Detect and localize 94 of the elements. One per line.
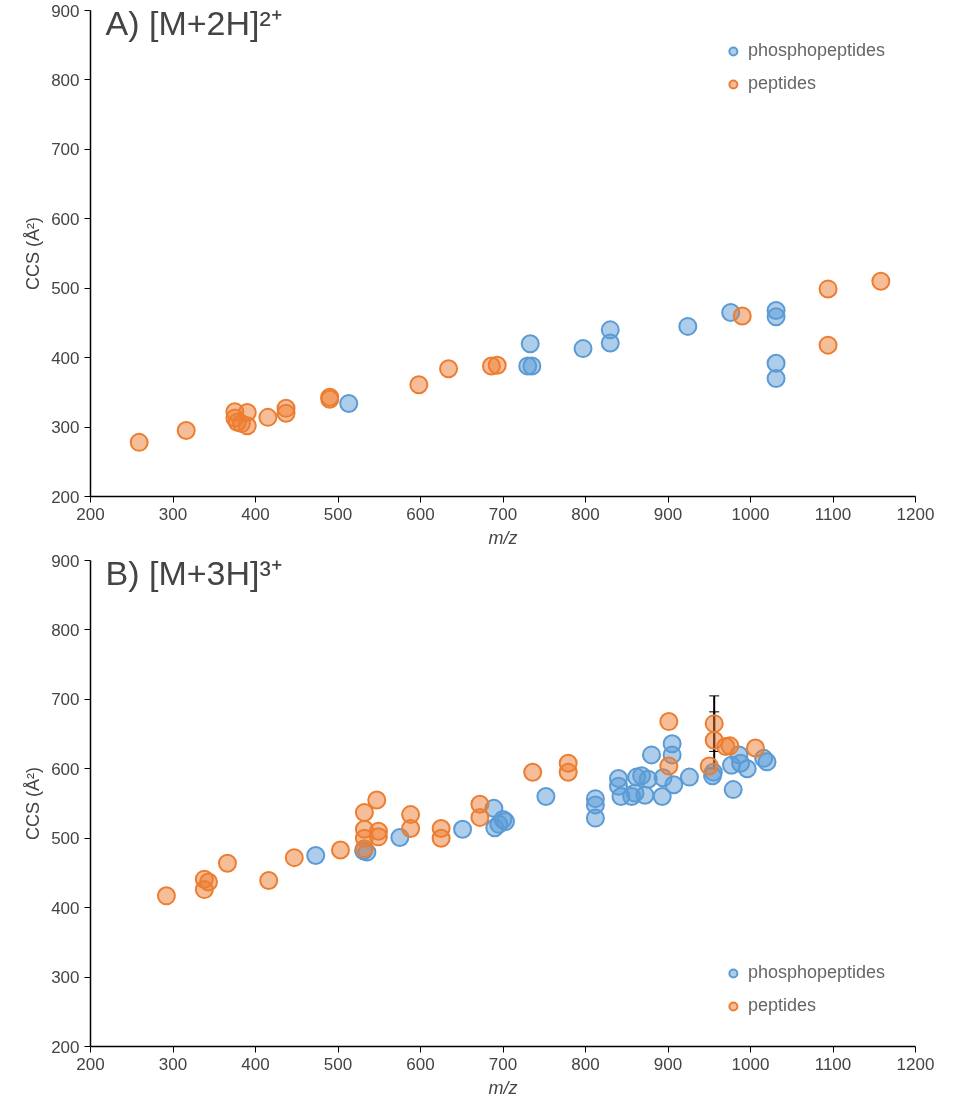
point [453,819,473,839]
y-tick-label: 900 [51,1,80,21]
point [652,787,672,807]
y-tick-label: 800 [51,620,80,640]
point [431,828,451,848]
x-axis-title: m/z [488,1077,518,1098]
point [585,808,605,828]
point [732,306,752,326]
point [642,745,661,765]
point [156,886,176,906]
x-tick-label: 1000 [731,1054,770,1074]
point [237,416,257,436]
y-tick-label: 800 [51,70,80,90]
x-tick-label: 200 [76,504,105,524]
x-axis-title: m/z [488,527,518,548]
x-tick-label: 500 [323,504,353,524]
x-tick-label: 1000 [731,504,770,524]
point [129,432,149,452]
point [354,803,374,823]
point [276,398,296,418]
legend-label: peptides [747,995,816,1016]
point [558,762,578,782]
point [470,807,490,827]
x-tick-label: 1100 [814,1054,852,1074]
point [699,756,719,776]
x-tick-label: 600 [406,1054,435,1074]
point [600,333,620,353]
point [306,846,326,866]
legend-label: peptides [747,73,816,94]
y-tick-label: 200 [51,487,80,507]
point [523,762,543,782]
point [723,780,743,800]
x-tick-label: 700 [488,1054,518,1074]
x-tick-label: 1200 [896,1054,935,1074]
point [704,714,724,734]
x-tick-label: 900 [653,504,683,524]
y-tick-label: 300 [51,968,80,988]
point [871,271,891,291]
point [536,787,556,807]
point [635,785,655,805]
point [520,334,540,354]
x-tick-label: 200 [76,1054,105,1074]
x-tick-label: 1200 [896,504,935,524]
x-tick-label: 500 [323,1054,353,1074]
y-tick-label: 500 [51,829,80,849]
legend-label: phosphopeptides [747,962,885,983]
point [368,827,388,847]
x-tick-label: 800 [571,504,600,524]
point [330,840,350,860]
y-axis-title: CCS (Å²) [23,217,44,290]
y-tick-label: 600 [51,209,80,229]
x-tick-label: 300 [158,504,188,524]
point [487,355,507,375]
point [659,756,679,776]
point [439,359,459,379]
x-tick-label: 400 [241,1054,270,1074]
y-tick-label: 600 [51,759,80,779]
point [217,853,237,873]
x-tick-label: 700 [488,504,518,524]
y-tick-label: 900 [51,551,80,571]
y-tick-label: 400 [51,898,80,918]
x-tick-label: 300 [158,1054,188,1074]
point [401,819,421,838]
y-tick-label: 300 [51,418,80,438]
x-tick-label: 900 [653,1054,683,1074]
point [339,393,359,413]
point [258,407,278,427]
x-tick-label: 1100 [814,504,852,524]
x-tick-label: 400 [241,504,270,524]
point [679,767,699,787]
point [745,738,765,758]
x-tick-label: 600 [406,504,435,524]
point [367,790,387,810]
y-tick-label: 700 [51,140,80,160]
point [818,279,838,299]
point [664,775,684,795]
point [176,421,196,441]
point [737,759,757,779]
x-tick-label: 800 [571,1054,600,1074]
y-tick-label: 700 [51,690,80,710]
point [678,316,698,336]
y-tick-label: 200 [51,1037,80,1057]
legend-label: phosphopeptides [747,40,885,61]
y-tick-label: 500 [51,279,80,299]
point [573,339,593,359]
point [766,307,786,327]
point [409,375,429,395]
point [766,368,786,388]
y-tick-label: 400 [51,348,80,368]
point [259,871,279,891]
point [284,848,304,868]
point [659,712,679,732]
point [818,335,838,355]
y-axis-title: CCS (Å²) [23,767,44,840]
